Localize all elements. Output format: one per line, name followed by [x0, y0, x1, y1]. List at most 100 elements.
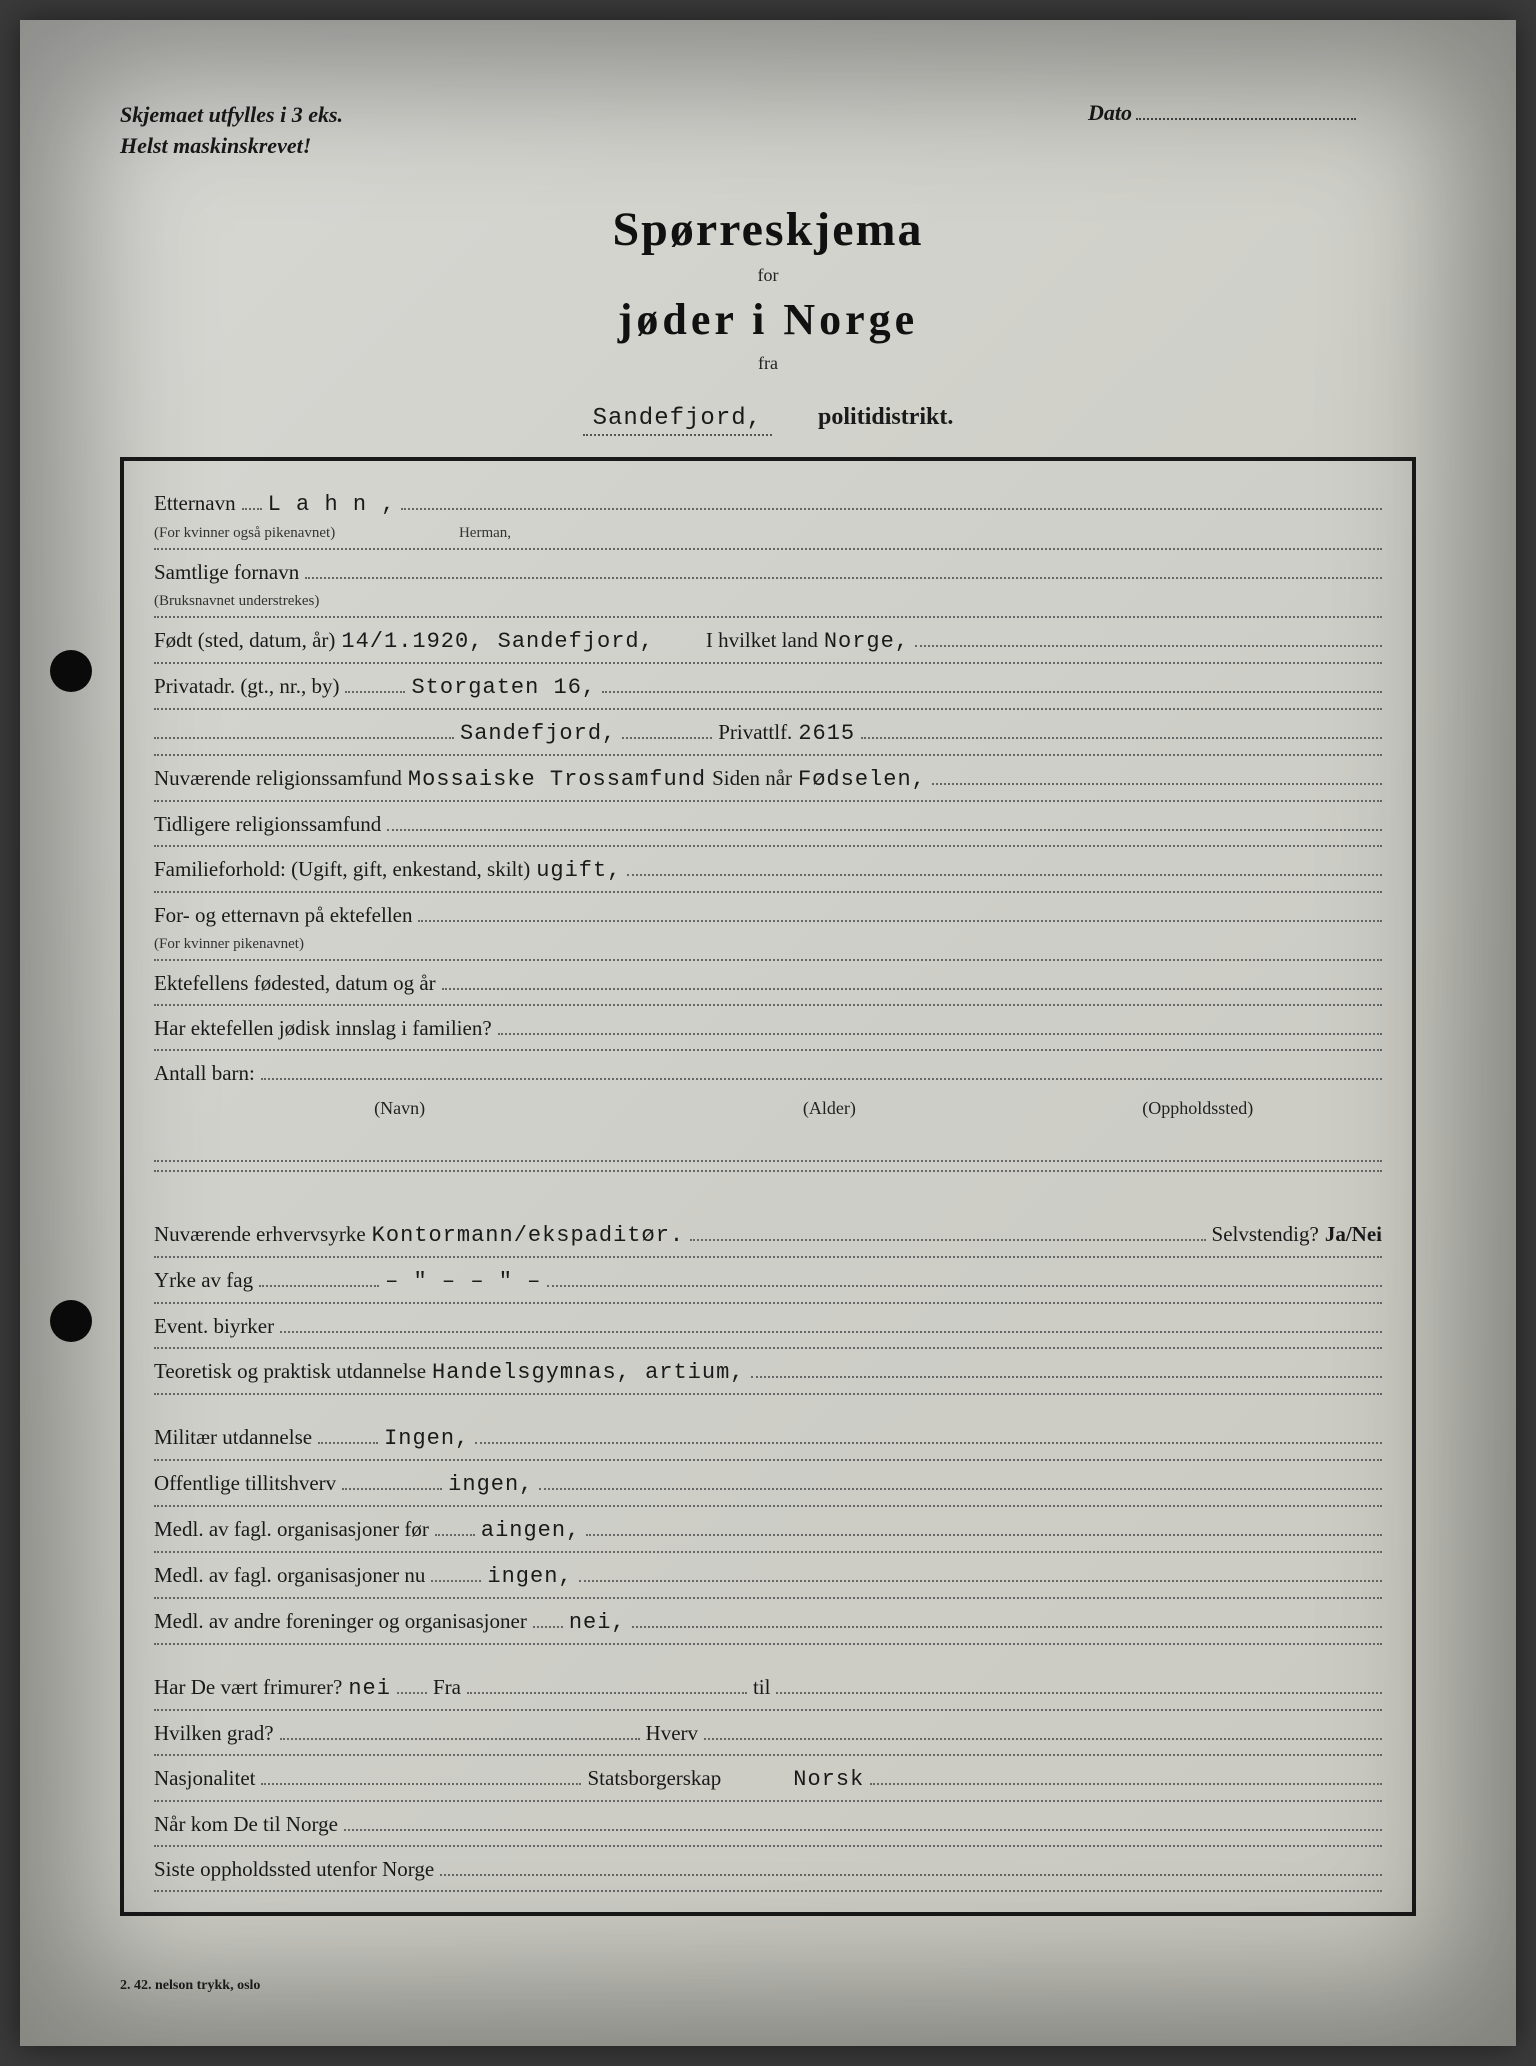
title-main: Spørreskjema: [120, 202, 1416, 257]
value-etternavn: L a h n ,: [268, 492, 396, 517]
children-row-blank: [154, 1133, 1382, 1172]
label-ektefelle-fodt: Ektefellens fødested, datum og år: [154, 971, 436, 996]
label-nasjonalitet: Nasjonalitet: [154, 1766, 255, 1791]
row-utdannelse: Teoretisk og praktisk utdannelse Handels…: [154, 1349, 1382, 1395]
value-familie: ugift,: [536, 858, 621, 883]
row-privatadr: Privatadr. (gt., nr., by) Storgaten 16,: [154, 664, 1382, 710]
label-siden: Siden når: [712, 766, 792, 791]
printer-mark: 2. 42. nelson trykk, oslo: [120, 1978, 260, 1994]
row-fagl-for: Medl. av fagl. organisasjoner før aingen…: [154, 1507, 1382, 1553]
row-tillit: Offentlige tillitshverv ingen,: [154, 1461, 1382, 1507]
label-biyrker: Event. biyrker: [154, 1314, 274, 1339]
label-erhverv: Nuværende erhvervsyrke: [154, 1222, 366, 1247]
row-privatadr2: Sandefjord, Privattlf. 2615: [154, 710, 1382, 756]
value-statsborger: Norsk: [793, 1767, 864, 1792]
value-religion-nu: Mossaiske Trossamfund: [408, 767, 706, 792]
label-fagl-nu: Medl. av fagl. organisasjoner nu: [154, 1563, 425, 1588]
label-yrke: Yrke av fag: [154, 1268, 253, 1293]
sublabel-etternavn: (For kvinner også pikenavnet) Herman,: [154, 525, 1382, 550]
label-hverv: Hverv: [646, 1721, 698, 1746]
row-familie: Familieforhold: (Ugift, gift, enkestand,…: [154, 847, 1382, 893]
row-militar: Militær utdannelse Ingen,: [154, 1415, 1382, 1461]
label-frimurer: Har De vært frimurer?: [154, 1675, 342, 1700]
row-yrke: Yrke av fag – " – – " –: [154, 1258, 1382, 1304]
label-land: I hvilket land: [706, 628, 818, 653]
header-instructions: Skjemaet utfylles i 3 eks. Helst maskins…: [120, 100, 343, 162]
label-antall-barn: Antall barn:: [154, 1061, 255, 1086]
value-frimurer: nei: [348, 1676, 391, 1701]
children-columns: (Navn) (Alder) (Oppholdssted): [154, 1094, 1382, 1133]
title-for: for: [120, 265, 1416, 286]
title-fra: fra: [120, 353, 1416, 374]
value-fornavn: Herman,: [459, 525, 511, 541]
value-andre: nei,: [569, 1610, 626, 1635]
row-grad: Hvilken grad? Hverv: [154, 1711, 1382, 1756]
row-andre: Medl. av andre foreninger og organisasjo…: [154, 1599, 1382, 1645]
label-religion-nu: Nuværende religionssamfund: [154, 766, 402, 791]
value-fagl-for: aingen,: [481, 1518, 580, 1543]
label-fornavn: Samtlige fornavn: [154, 560, 299, 585]
value-tillit: ingen,: [448, 1472, 533, 1497]
col-navn: (Navn): [154, 1098, 645, 1119]
label-ektefelle-navn: For- og etternavn på ektefellen: [154, 903, 412, 928]
row-kom: Når kom De til Norge: [154, 1802, 1382, 1847]
row-nasjonalitet: Nasjonalitet Statsborgerskap Norsk: [154, 1756, 1382, 1802]
label-familie: Familieforhold: (Ugift, gift, enkestand,…: [154, 857, 530, 882]
row-ektefelle-jodisk: Har ektefellen jødisk innslag i familien…: [154, 1006, 1382, 1051]
row-ektefelle-navn: For- og etternavn på ektefellen: [154, 893, 1382, 936]
value-selvstendig: Ja/Nei: [1325, 1222, 1382, 1247]
col-opphold: (Oppholdssted): [1014, 1098, 1382, 1119]
row-frimurer: Har De vært frimurer? nei Fra til: [154, 1665, 1382, 1711]
label-privattlf: Privattlf.: [718, 720, 792, 745]
label-privatadr: Privatadr. (gt., nr., by): [154, 674, 339, 699]
label-siste: Siste oppholdssted utenfor Norge: [154, 1857, 434, 1882]
value-privatadr1: Storgaten 16,: [411, 675, 596, 700]
punch-hole: [50, 650, 92, 692]
label-statsborger: Statsborgerskap: [587, 1766, 721, 1791]
row-biyrker: Event. biyrker: [154, 1304, 1382, 1349]
value-siden: Fødselen,: [798, 767, 926, 792]
instruction-line: Skjemaet utfylles i 3 eks.: [120, 100, 343, 131]
row-siste: Siste oppholdssted utenfor Norge: [154, 1847, 1382, 1892]
label-tillit: Offentlige tillitshverv: [154, 1471, 336, 1496]
district-line: Sandefjord, politidistrikt.: [120, 404, 1416, 432]
title-block: Spørreskjema for jøder i Norge fra: [120, 202, 1416, 374]
sublabel-ektefelle: (For kvinner pikenavnet): [154, 936, 1382, 961]
row-etternavn: Etternavn L a h n ,: [154, 481, 1382, 525]
label-religion-tid: Tidligere religionssamfund: [154, 812, 381, 837]
value-land: Norge,: [824, 629, 909, 654]
sublabel-fornavn: (Bruksnavnet understrekes): [154, 593, 1382, 618]
title-sub: jøder i Norge: [120, 294, 1416, 345]
row-fodt: Født (sted, datum, år) 14/1.1920, Sandef…: [154, 618, 1382, 664]
punch-hole: [50, 1300, 92, 1342]
row-religion-nu: Nuværende religionssamfund Mossaiske Tro…: [154, 756, 1382, 802]
label-fra: Fra: [433, 1675, 461, 1700]
row-religion-tid: Tidligere religionssamfund: [154, 802, 1382, 847]
header-row: Skjemaet utfylles i 3 eks. Helst maskins…: [120, 100, 1416, 162]
instruction-line: Helst maskinskrevet!: [120, 131, 343, 162]
district-label: politidistrikt.: [818, 404, 953, 430]
row-fornavn: Samtlige fornavn: [154, 550, 1382, 593]
label-grad: Hvilken grad?: [154, 1721, 274, 1746]
form-box: Etternavn L a h n , (For kvinner også pi…: [120, 457, 1416, 1916]
label-fagl-for: Medl. av fagl. organisasjoner før: [154, 1517, 429, 1542]
label-til: til: [753, 1675, 771, 1700]
label-militar: Militær utdannelse: [154, 1425, 312, 1450]
label-selvstendig: Selvstendig?: [1212, 1222, 1319, 1247]
row-ektefelle-fodt: Ektefellens fødested, datum og år: [154, 961, 1382, 1006]
document-page: Skjemaet utfylles i 3 eks. Helst maskins…: [20, 20, 1516, 2046]
label-andre: Medl. av andre foreninger og organisasjo…: [154, 1609, 527, 1634]
value-privattlf: 2615: [798, 721, 855, 746]
value-yrke: – " – – " –: [385, 1269, 541, 1294]
date-field: Dato: [1088, 100, 1416, 162]
value-militar: Ingen,: [384, 1426, 469, 1451]
label-etternavn: Etternavn: [154, 491, 236, 516]
value-fodt: 14/1.1920, Sandefjord,: [341, 629, 653, 654]
value-erhverv: Kontormann/ekspaditør.: [372, 1223, 684, 1248]
label-kom: Når kom De til Norge: [154, 1812, 338, 1837]
col-alder: (Alder): [645, 1098, 1013, 1119]
label-utdannelse: Teoretisk og praktisk utdannelse: [154, 1359, 426, 1384]
row-erhverv: Nuværende erhvervsyrke Kontormann/ekspad…: [154, 1212, 1382, 1258]
value-utdannelse: Handelsgymnas, artium,: [432, 1360, 744, 1385]
value-privatadr2: Sandefjord,: [460, 721, 616, 746]
